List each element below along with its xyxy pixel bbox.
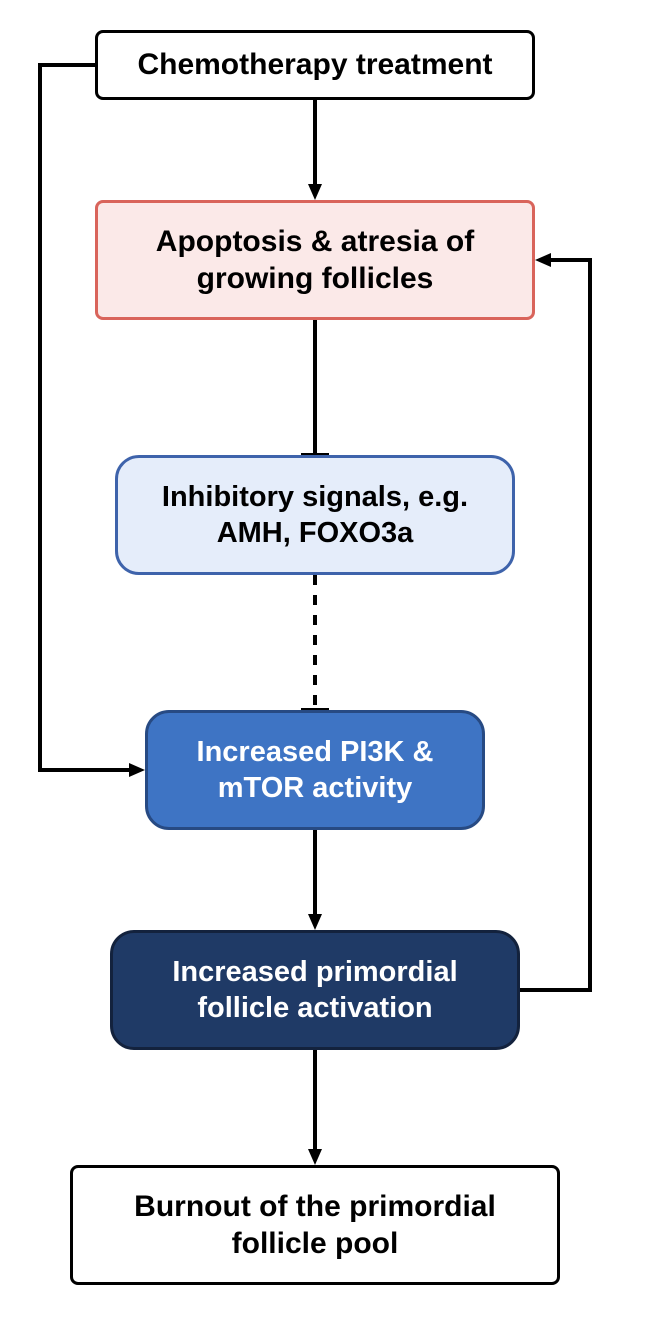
node-label: Increased PI3K & mTOR activity	[166, 734, 464, 807]
node-primordial-activation: Increased primordial follicle activation	[110, 930, 520, 1050]
node-pi3k-mtor: Increased PI3K & mTOR activity	[145, 710, 485, 830]
node-label: Burnout of the primordial follicle pool	[91, 1188, 539, 1263]
node-inhibitory-signals: Inhibitory signals, e.g. AMH, FOXO3a	[115, 455, 515, 575]
node-apoptosis-atresia: Apoptosis & atresia of growing follicles	[95, 200, 535, 320]
flowchart-canvas: Chemotherapy treatment Apoptosis & atres…	[0, 0, 661, 1330]
node-burnout: Burnout of the primordial follicle pool	[70, 1165, 560, 1285]
node-label: Apoptosis & atresia of growing follicles	[116, 223, 514, 298]
node-label: Increased primordial follicle activation	[131, 954, 499, 1027]
node-chemotherapy-treatment: Chemotherapy treatment	[95, 30, 535, 100]
node-label: Chemotherapy treatment	[137, 46, 492, 84]
node-label: Inhibitory signals, e.g. AMH, FOXO3a	[136, 479, 494, 552]
